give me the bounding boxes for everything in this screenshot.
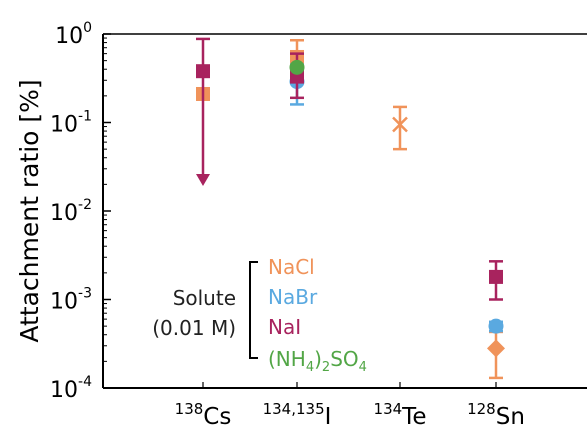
data-point — [392, 116, 408, 133]
data-point — [196, 64, 210, 79]
x-category-label: 128Sn — [467, 400, 525, 430]
data-point — [289, 59, 305, 75]
x-category-label: 134Te — [374, 400, 427, 430]
legend-entry-nai: NaI — [268, 315, 301, 339]
x-category-label: 134,135I — [263, 400, 332, 430]
y-tick-label: 10-2 — [50, 197, 92, 226]
y-ticks: 100 10-1 10-2 10-3 10-4 — [50, 20, 111, 403]
y-tick-label: 10-3 — [50, 286, 92, 315]
upper-limit-arrow — [196, 174, 210, 186]
x-category-label: 138Cs — [175, 400, 232, 430]
y-tick-label: 10-1 — [50, 109, 92, 138]
data-marks — [196, 37, 505, 380]
legend-bracket — [249, 261, 258, 359]
y-axis-label: Attachment ratio [%] — [15, 79, 44, 342]
data-point — [488, 318, 504, 334]
legend-title-line1: Solute — [173, 286, 236, 310]
legend-title-line2: (0.01 M) — [152, 316, 236, 340]
legend-entry-nabr: NaBr — [268, 285, 318, 309]
legend: Solute (0.01 M) NaCl NaBr NaI (NH4)2SO4 — [152, 255, 367, 375]
y-tick-label: 100 — [55, 20, 92, 49]
legend-entry-ammonium-sulfate: (NH4)2SO4 — [268, 347, 367, 375]
data-point — [489, 269, 503, 284]
data-point — [487, 339, 505, 358]
legend-entry-nacl: NaCl — [268, 255, 315, 279]
x-category-labels: 138Cs 134,135I 134Te 128Sn — [175, 382, 525, 430]
y-tick-label: 10-4 — [50, 374, 92, 403]
